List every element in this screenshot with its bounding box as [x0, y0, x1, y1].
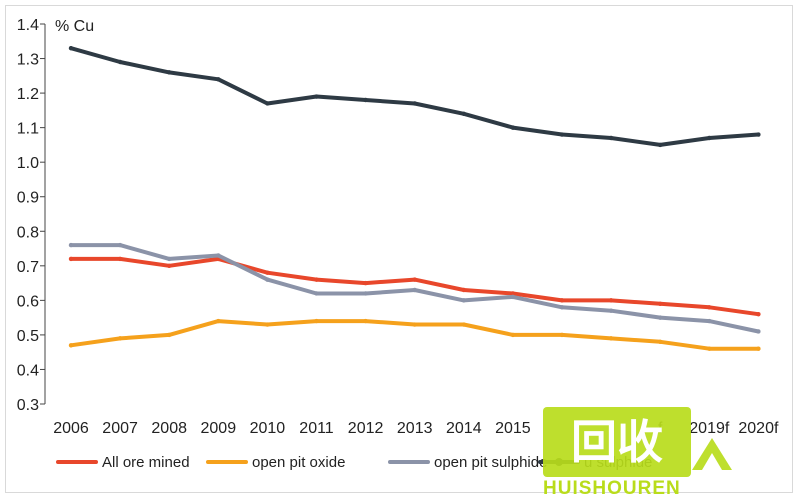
watermark-text: HUISHOUREN: [543, 478, 681, 499]
legend-label: open pit sulphide: [434, 454, 547, 471]
series-0-point: [68, 256, 74, 262]
series-1-point: [559, 332, 565, 338]
series-0-point: [510, 291, 516, 296]
series-3-point: [608, 135, 614, 141]
x-tick-label: 2020f: [738, 420, 779, 437]
y-tick-label: 1.1: [17, 121, 39, 138]
series-1-point: [363, 318, 368, 324]
series-3-point: [363, 97, 368, 103]
series-line-3: [69, 46, 761, 147]
x-tick-label: 2019f: [689, 420, 730, 437]
y-axis-unit-label: % Cu: [55, 18, 94, 35]
series-1-point: [265, 322, 270, 327]
series-1-point: [608, 336, 614, 341]
y-tick-label: 0.3: [17, 397, 39, 414]
chart-frame: [5, 5, 793, 493]
y-tick-label: 1.2: [17, 86, 39, 103]
series-2-point: [658, 315, 663, 320]
series-3-point: [412, 101, 417, 106]
series-1-point: [658, 339, 663, 345]
watermark-mountain-icon-inner: [702, 453, 722, 470]
series-0-point: [314, 277, 319, 282]
series-2-point: [756, 329, 761, 334]
series-3-point: [167, 70, 172, 75]
x-tick-label: 2009: [201, 420, 237, 437]
series-0-point: [412, 277, 417, 282]
x-tick-label: 2008: [151, 420, 187, 437]
x-tick-label: 2007: [102, 420, 138, 437]
x-tick-label: 2014: [446, 420, 482, 437]
y-tick-label: 0.9: [17, 190, 39, 207]
series-2-point: [216, 253, 221, 258]
series-2-point: [510, 294, 516, 300]
series-2-point: [117, 242, 123, 248]
series-2-point: [559, 305, 565, 310]
legend-label: All ore mined: [102, 454, 190, 471]
series-0-point: [707, 305, 712, 310]
y-tick-label: 1.0: [17, 155, 39, 172]
y-tick-label: 0.4: [17, 362, 39, 379]
y-tick-label: 0.6: [17, 293, 39, 310]
x-tick-label: 2010: [250, 420, 286, 437]
series-3-point: [216, 77, 221, 82]
series-1-point: [167, 332, 172, 338]
series-2-point: [68, 242, 74, 248]
series-0-point: [658, 301, 663, 307]
legend-label: open pit oxide: [252, 454, 345, 471]
x-tick-label: 2012: [348, 420, 384, 437]
series-1-point: [707, 346, 712, 351]
series-1-point: [510, 332, 516, 338]
series-3-point: [756, 132, 761, 137]
series-0-point: [756, 311, 761, 317]
series-2-point: [265, 277, 270, 282]
series-2-point: [167, 256, 172, 262]
series-3-point: [117, 59, 123, 65]
series-3-point: [461, 111, 466, 117]
y-tick-label: 1.4: [17, 17, 39, 34]
series-0-point: [461, 287, 466, 293]
series-2-point: [707, 318, 712, 324]
series-0-point: [608, 298, 614, 303]
series-1-point: [461, 322, 466, 327]
series-3-point: [510, 125, 516, 130]
y-tick-label: 0.5: [17, 328, 39, 345]
series-0-point: [117, 256, 123, 262]
series-2-point: [363, 291, 368, 296]
series-lines: [68, 45, 761, 351]
series-1-point: [314, 318, 319, 324]
series-0-point: [167, 263, 172, 269]
series-0-point: [559, 298, 565, 303]
series-0-point: [265, 270, 270, 275]
series-3-point: [68, 45, 74, 51]
y-tick-label: 0.8: [17, 224, 39, 241]
x-tick-label: 2011: [299, 420, 334, 437]
series-3-point: [559, 132, 565, 137]
series-2-point: [314, 291, 319, 296]
x-tick-label: 2006: [53, 420, 89, 437]
watermark-logo-glyphs: 回收: [571, 415, 663, 469]
series-2-point: [412, 287, 417, 293]
series-3-point: [265, 101, 270, 106]
series-3-point: [658, 142, 663, 148]
watermark: 回收 HUISHOUREN: [543, 407, 732, 499]
y-tick-label: 1.3: [17, 52, 39, 69]
x-tick-label: 2013: [397, 420, 433, 437]
series-1-point: [68, 343, 74, 348]
series-3-point: [707, 135, 712, 141]
series-1-point: [756, 346, 761, 351]
series-1-point: [412, 322, 417, 327]
series-1-point: [216, 318, 221, 324]
series-3-point: [314, 94, 319, 99]
series-line-0: [69, 256, 761, 317]
x-ticks: 2006 2007 2008 2009 2010 2011 2012 2013 2014 2015…: [53, 420, 779, 437]
x-tick-label: 2015: [495, 420, 531, 437]
series-2-point: [608, 308, 614, 313]
watermark-logo-box: [543, 407, 691, 477]
y-ticks: 1.4 1.3 1.2 1.1 1.0 0.9 0.8 0.7 0.6 0.5 0.4 0.3: [17, 17, 45, 414]
series-2-point: [461, 298, 466, 303]
y-tick-label: 0.7: [17, 259, 39, 276]
series-0-point: [363, 280, 368, 286]
series-1-point: [117, 336, 123, 341]
